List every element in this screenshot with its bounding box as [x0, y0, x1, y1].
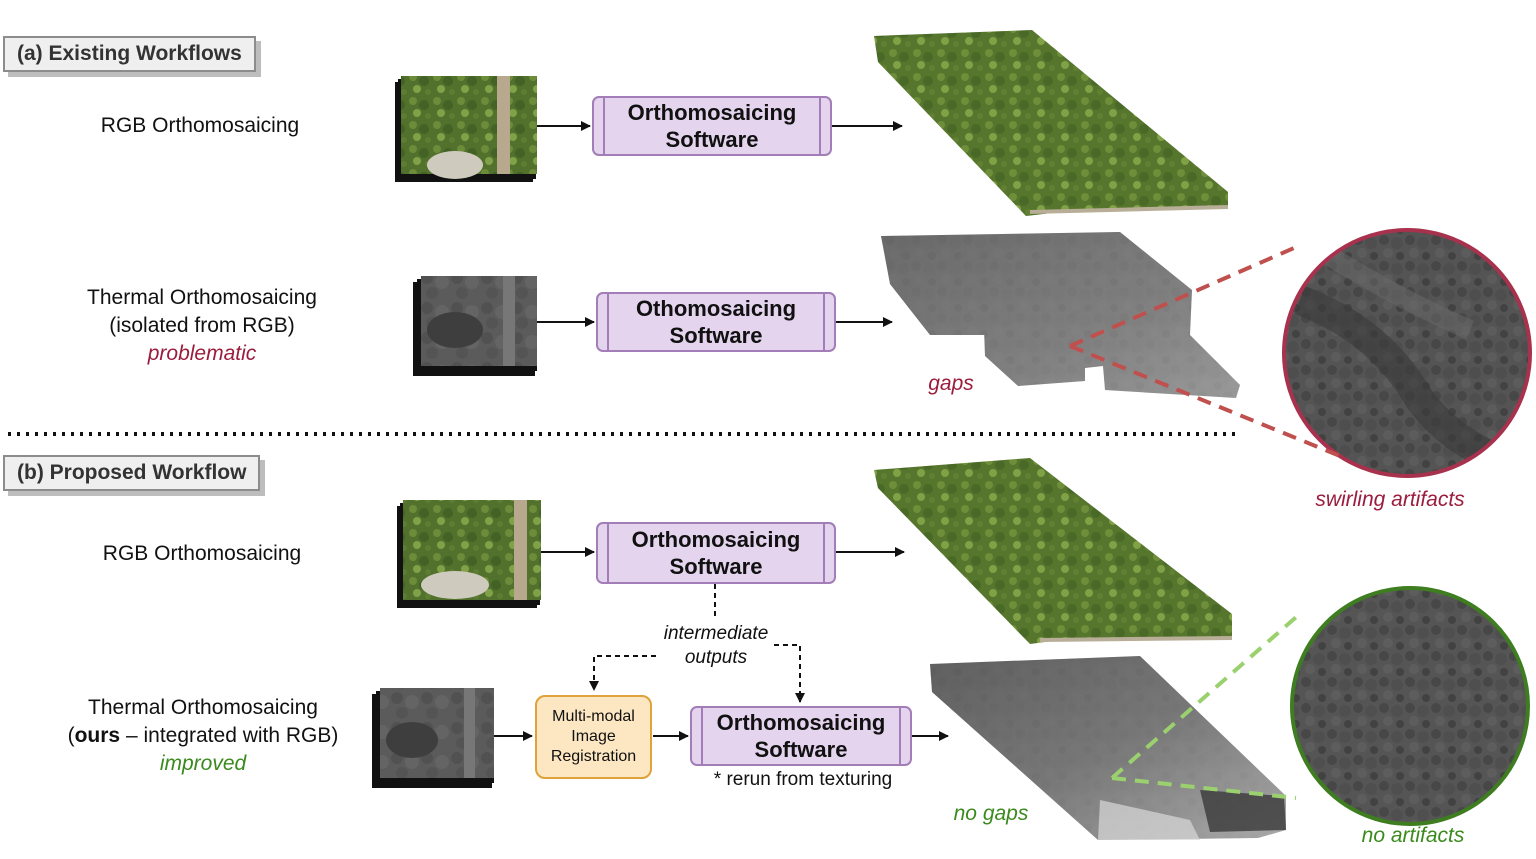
swirling-artifacts-note: swirling artifacts — [1315, 488, 1465, 511]
software-line1: Orthomosaicing — [627, 100, 797, 125]
software-line2: Software — [669, 554, 763, 579]
zoom-circle-icon — [1290, 586, 1530, 826]
multimodal-registration-box: Multi-modal Image Registration — [535, 695, 652, 779]
integrated-text: – integrated with RGB) — [120, 724, 339, 747]
othomosaicing-software-box: Othomosaicing Software — [596, 292, 836, 352]
orthomosaicing-software-box: Orthomosaicing Software — [592, 96, 832, 156]
registration-line2: Image — [571, 728, 616, 745]
software-line1: Orthomosaicing — [716, 710, 886, 735]
verdict-problematic: problematic — [147, 342, 257, 365]
orthomosaicing-software-box: Orthomosaicing Software — [596, 522, 836, 584]
thermal-orthomosaicing-label: Thermal Orthomosaicing (isolated from RG… — [52, 284, 352, 368]
rgb-orthomosaicing-label: RGB Orthomosaicing — [102, 542, 302, 565]
thermal-orthomosaic-image — [930, 656, 1286, 840]
software-line2: Software — [669, 323, 763, 348]
zoom-connector-bad — [1069, 246, 1341, 458]
orthomosaicing-software-box: Orthomosaicing Software — [690, 706, 912, 766]
thermal-orthomosaicing-ours-label: Thermal Orthomosaicing (ours – integrate… — [20, 694, 386, 778]
rgb-orthomosaic-image — [874, 458, 1233, 644]
thermal-ours-line1: Thermal Orthomosaicing — [88, 696, 318, 719]
section-b-title: (b) Proposed Workflow — [3, 455, 261, 491]
rerun-note: * rerun from texturing — [713, 769, 893, 790]
flow-arrows — [494, 121, 949, 741]
thermal-ours-line2: (ours – integrated with RGB) — [20, 722, 386, 750]
no-artifacts-note: no artifacts — [1361, 824, 1465, 847]
registration-line3: Registration — [550, 748, 637, 765]
ours-bold: ours — [74, 724, 121, 747]
thermal-label-line1: Thermal Orthomosaicing — [87, 286, 317, 309]
thermal-image-stack-icon — [372, 688, 494, 788]
paren-open: ( — [67, 724, 75, 747]
zoom-circle-icon — [1282, 228, 1532, 478]
rgb-image-stack-icon — [397, 500, 541, 608]
thermal-image-stack-icon — [413, 276, 537, 376]
thermal-orthomosaic-image — [881, 232, 1240, 398]
intermediate-line1: intermediate — [663, 623, 769, 644]
software-line1: Orthomosaicing — [631, 527, 801, 552]
rgb-image-stack-icon — [395, 76, 537, 182]
intermediate-arrows — [589, 584, 805, 703]
verdict-improved: improved — [159, 752, 247, 775]
thermal-label-line2: (isolated from RGB) — [109, 314, 295, 337]
software-line2: Software — [754, 737, 848, 762]
software-line1: Othomosaicing — [635, 296, 797, 321]
section-a-title: (a) Existing Workflows — [3, 36, 256, 72]
gaps-note: gaps — [928, 372, 974, 395]
rgb-orthomosaic-image — [874, 30, 1229, 216]
intermediate-line2: outputs — [684, 647, 748, 668]
registration-line1: Multi-modal — [552, 708, 635, 725]
no-gaps-note: no gaps — [953, 802, 1029, 825]
software-line2: Software — [665, 127, 759, 152]
zoom-connector-good — [1110, 610, 1304, 800]
rgb-orthomosaicing-label: RGB Orthomosaicing — [100, 114, 300, 137]
intermediate-outputs-note: intermediate outputs — [650, 622, 782, 670]
